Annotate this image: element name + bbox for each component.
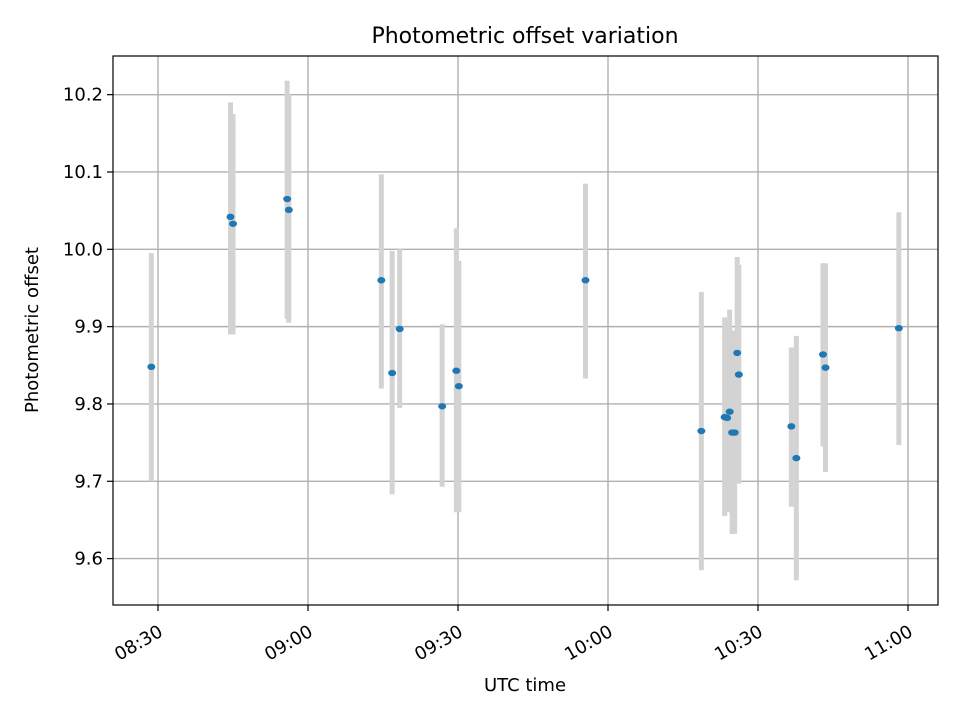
y-tick-label: 9.8 [74,394,103,415]
y-tick-label: 10.2 [63,85,103,106]
data-point [723,414,732,422]
data-point [787,423,796,430]
data-point [894,324,903,332]
data-point [733,349,742,357]
data-point [388,369,397,377]
y-tick-label: 9.6 [74,549,103,570]
y-tick-label: 10.0 [63,239,103,260]
y-tick-label: 9.7 [74,471,103,492]
grid-lines [113,56,938,605]
x-tick-label: 10:00 [561,621,616,665]
x-axis-label: UTC time [484,675,566,696]
data-point [452,367,461,374]
data-point [819,351,827,358]
x-tick-label: 09:00 [261,621,316,665]
data-point [725,408,734,415]
data-point [229,220,237,227]
data-point [697,427,706,435]
data-point [438,403,447,410]
data-points [147,195,903,462]
data-point [734,371,743,378]
x-tick-label: 08:30 [111,621,166,665]
x-tick-label: 10:30 [711,621,766,665]
data-point [283,195,292,203]
x-tick-label: 09:30 [411,621,466,665]
data-point [147,363,156,371]
data-point [377,277,386,284]
y-tick-label: 9.9 [74,317,103,338]
data-point [454,382,463,390]
data-point [581,277,590,284]
y-tick-label: 10.1 [63,162,103,183]
data-point [821,364,830,371]
data-point [792,454,801,462]
plot-frame [112,55,939,606]
chart-title: Photometric offset variation [371,24,678,49]
data-point [226,213,235,221]
error-bars [148,80,902,581]
y-axis-label: Photometric offset [22,247,43,413]
data-point [730,429,739,436]
x-tick-label: 11:00 [861,621,916,665]
data-point [395,325,404,333]
data-point [284,206,293,214]
